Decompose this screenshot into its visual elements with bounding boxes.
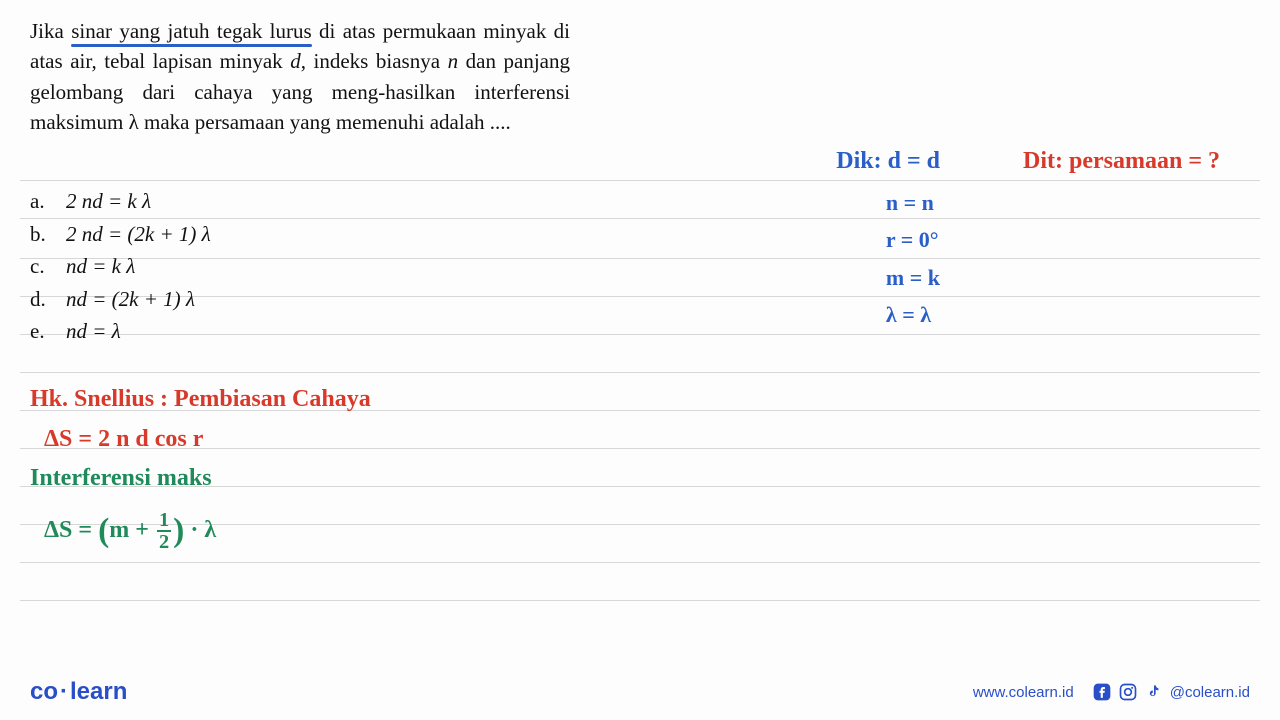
brand-logo: co·learn	[30, 678, 127, 706]
option-e: e. nd = λ	[30, 315, 211, 348]
dit-label: Dit:	[1023, 148, 1063, 174]
logo-dot-icon: ·	[58, 678, 70, 705]
interf-suffix: · λ	[184, 517, 216, 543]
fraction-den: 2	[157, 532, 171, 552]
logo-co: co	[30, 678, 58, 705]
dik-block: Dik: d = d	[836, 148, 940, 175]
option-d: d. nd = (2k + 1) λ	[30, 283, 211, 316]
fraction-half: 12	[157, 510, 171, 553]
tiktok-icon	[1144, 682, 1164, 702]
dik-lines: n = n r = 0° m = k λ = λ	[886, 184, 940, 334]
question-mid-4: maka persamaan yang memenuhi adalah ....	[139, 110, 511, 134]
dit-block: Dit: persamaan = ?	[1023, 148, 1220, 175]
option-letter: e.	[30, 315, 66, 348]
option-e-text: nd = λ	[66, 315, 121, 348]
dit-value: persamaan = ?	[1069, 148, 1220, 174]
snellius-equation: ΔS = 2 n d cos r	[30, 420, 371, 460]
option-letter: b.	[30, 218, 66, 251]
rule-line	[20, 180, 1260, 181]
footer-url: www.colearn.id	[973, 684, 1074, 701]
question-mid-2: , indeks biasnya	[301, 49, 448, 73]
dik-line-4: λ = λ	[886, 296, 940, 333]
social-handle: @colearn.id	[1170, 684, 1250, 701]
social-icons: @colearn.id	[1092, 682, 1250, 702]
work-area: Hk. Snellius : Pembiasan Cahaya ΔS = 2 n…	[30, 380, 371, 554]
facebook-icon	[1092, 682, 1112, 702]
question-italic-n: n	[448, 49, 459, 73]
interference-equation: ΔS = (m + 12) · λ	[30, 499, 371, 554]
interf-plus: +	[129, 517, 155, 543]
interf-prefix: ΔS =	[44, 517, 98, 543]
page: Jika sinar yang jatuh tegak lurus di ata…	[0, 0, 1280, 720]
option-d-text: nd = (2k + 1) λ	[66, 283, 195, 316]
dik-line-3: m = k	[886, 259, 940, 296]
rule-line	[20, 372, 1260, 373]
interference-title: Interferensi maks	[30, 459, 371, 499]
option-b: b. 2 nd = (2k + 1) λ	[30, 218, 211, 251]
dik-line-2: r = 0°	[886, 221, 940, 258]
fraction-num: 1	[157, 510, 171, 532]
instagram-icon	[1118, 682, 1138, 702]
question-italic-d: d	[290, 49, 301, 73]
footer: co·learn www.colearn.id @colearn.id	[0, 664, 1280, 720]
paren-open-icon: (	[98, 512, 109, 549]
option-c-text: nd = k λ	[66, 250, 135, 283]
dik-label: Dik:	[836, 148, 881, 174]
answer-options: a. 2 nd = k λ b. 2 nd = (2k + 1) λ c. nd…	[30, 185, 211, 348]
option-a-text: 2 nd = k λ	[66, 185, 151, 218]
dik-line-0: d = d	[888, 148, 940, 174]
option-letter: a.	[30, 185, 66, 218]
rule-line	[20, 600, 1260, 601]
option-c: c. nd = k λ	[30, 250, 211, 283]
snellius-title: Hk. Snellius : Pembiasan Cahaya	[30, 380, 371, 420]
option-b-text: 2 nd = (2k + 1) λ	[66, 218, 211, 251]
dik-line-1: n = n	[886, 184, 940, 221]
question-underline-1: sinar yang jatuh tegak lurus	[71, 19, 312, 43]
question-text: Jika sinar yang jatuh tegak lurus di ata…	[30, 16, 570, 138]
option-a: a. 2 nd = k λ	[30, 185, 211, 218]
option-letter: d.	[30, 283, 66, 316]
logo-learn: learn	[70, 678, 127, 705]
paren-close-icon: )	[173, 512, 184, 549]
rule-line	[20, 562, 1260, 563]
question-prefix: Jika	[30, 19, 71, 43]
option-letter: c.	[30, 250, 66, 283]
interf-m: m	[109, 517, 129, 543]
